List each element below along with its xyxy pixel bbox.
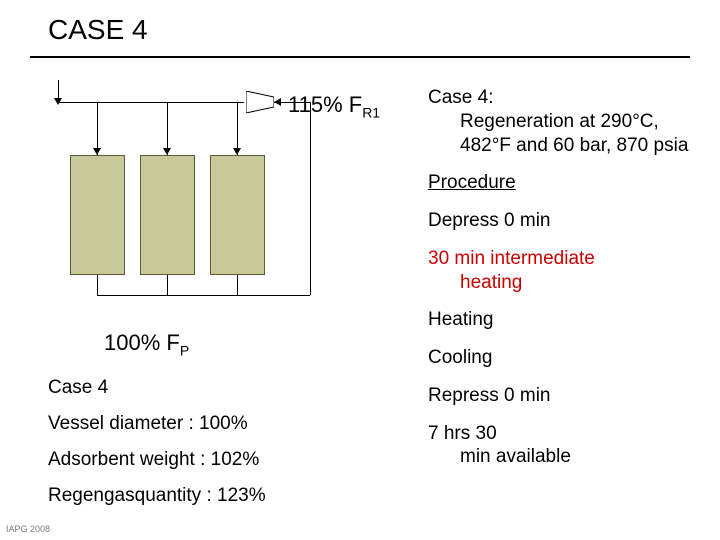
left-line-3: Regengasquantity : 123% — [48, 478, 266, 514]
procedure-step: Heating — [428, 308, 698, 332]
out-2 — [167, 275, 168, 295]
left-line-2: Adsorbent weight : 102% — [48, 442, 266, 478]
left-line-0: Case 4 — [48, 370, 266, 406]
top-manifold — [58, 102, 244, 103]
right-column: Case 4: Regeneration at 290°C, 482°F and… — [428, 86, 698, 483]
flow-top-sub: R1 — [362, 104, 380, 120]
case-detail: Regeneration at 290°C, 482°F and 60 bar,… — [428, 110, 698, 158]
footer-text: IAPG 2008 — [6, 524, 50, 534]
vessel-3 — [210, 155, 265, 275]
return-into-blower-arrow — [274, 98, 281, 106]
case-label: Case 4: — [428, 87, 493, 108]
inlet-arrow — [54, 98, 62, 105]
procedure-step: Depress 0 min — [428, 209, 698, 233]
procedure-step: Repress 0 min — [428, 384, 698, 408]
flow-bottom-sub: P — [180, 342, 189, 358]
drop-1-arrow — [93, 148, 101, 155]
left-line-1: Vessel diameter : 100% — [48, 406, 266, 442]
procedure-heading: Procedure — [428, 171, 698, 195]
case-description: Case 4: Regeneration at 290°C, 482°F and… — [428, 86, 698, 157]
vessel-1 — [70, 155, 125, 275]
procedure-step: Cooling — [428, 346, 698, 370]
process-diagram: 115% FR1 — [50, 70, 420, 330]
blower-icon — [246, 91, 274, 113]
return-vertical — [310, 102, 311, 295]
bottom-manifold — [97, 295, 310, 296]
flow-label-bottom: 100% FP — [104, 330, 189, 358]
flow-bottom-main: 100% F — [104, 330, 180, 355]
procedure-step: 7 hrs 30min available — [428, 422, 698, 470]
flow-top-main: 115% F — [288, 92, 362, 117]
title-rule — [30, 56, 690, 58]
drop-2-arrow — [163, 148, 171, 155]
vessel-2 — [140, 155, 195, 275]
drop-3-arrow — [233, 148, 241, 155]
out-3 — [237, 275, 238, 295]
flow-label-top: 115% FR1 — [288, 92, 380, 120]
out-1 — [97, 275, 98, 295]
page-title: CASE 4 — [48, 14, 148, 46]
procedure-step: 30 min intermediateheating — [428, 247, 698, 295]
procedure-steps: Depress 0 min 30 min intermediateheating H… — [428, 209, 698, 469]
left-column: Case 4 Vessel diameter : 100% Adsorbent … — [48, 370, 266, 514]
